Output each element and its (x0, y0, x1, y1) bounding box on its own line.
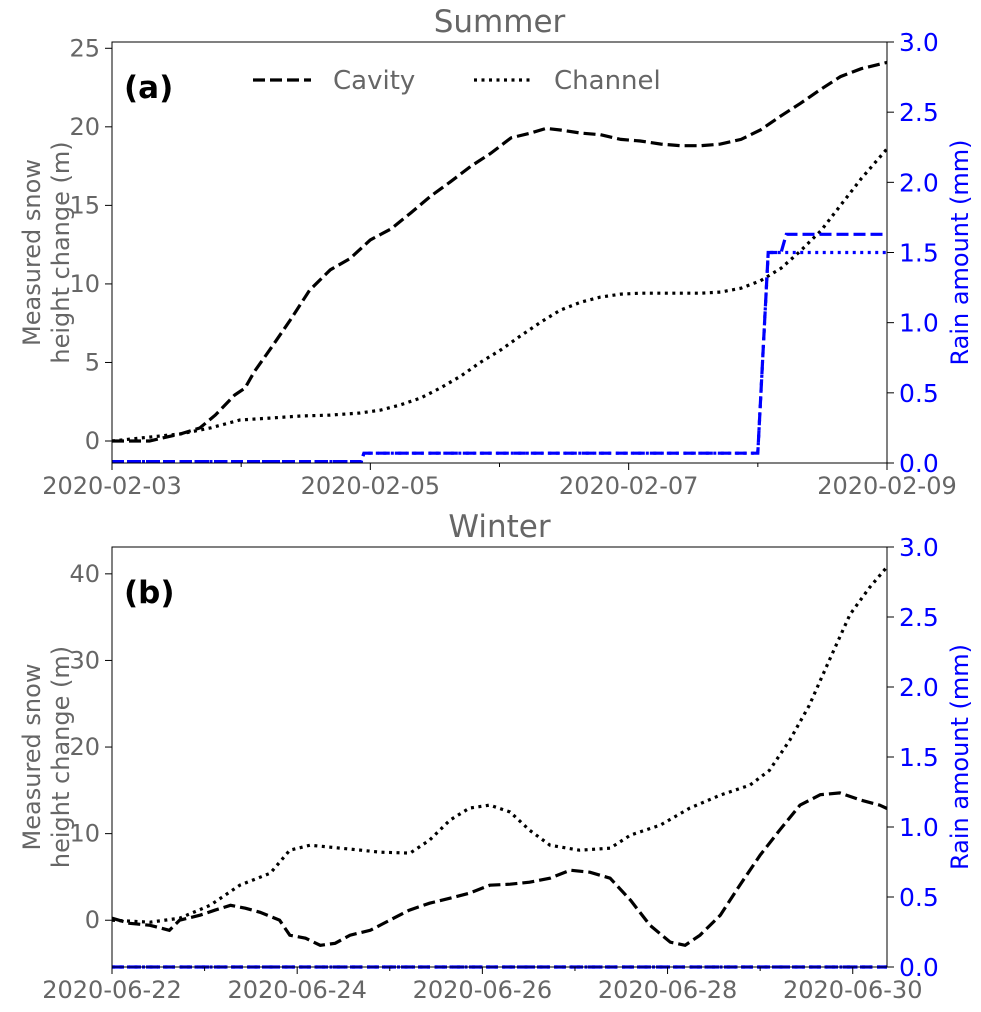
x-tick-label: 2020-06-28 (598, 976, 737, 1004)
legend: Cavity Channel (253, 66, 661, 96)
panel-label: (b) (124, 575, 175, 611)
y2-tick-label: 1.5 (899, 743, 939, 772)
y2-tick-label: 0.5 (899, 379, 939, 408)
y-tick-label: 20 (69, 733, 100, 761)
y2-tick-label: 2.5 (899, 98, 939, 127)
series-line-cavity-rain (112, 232, 887, 464)
y2-tick-label: 2.5 (899, 603, 939, 632)
x-tick-label: 2020-06-26 (413, 976, 552, 1004)
x-tick-label: 2020-02-09 (817, 472, 956, 500)
y2-tick-label: 2.0 (899, 168, 939, 197)
series-line-channel (112, 565, 889, 924)
y2-tick-label: 1.5 (899, 239, 939, 268)
y-tick-label: 25 (69, 34, 100, 62)
x-tick-label: 2020-06-30 (783, 976, 922, 1004)
series-line-cavity (112, 791, 888, 948)
y-tick-label: 0 (85, 427, 100, 455)
plot-frame (111, 546, 888, 968)
x-tick-label: 2020-02-05 (301, 472, 440, 500)
legend-label: Channel (554, 66, 661, 96)
series-line-cavity (112, 60, 888, 443)
x-tick-label: 2020-02-03 (42, 472, 181, 500)
y-tick-label: 40 (69, 560, 100, 588)
y-tick-label: 15 (69, 191, 100, 219)
y-tick-label: 5 (85, 348, 100, 376)
panel-title: Winter (448, 509, 550, 545)
y2-axis-label: Rain amount (mm) (946, 644, 974, 870)
y2-tick-label: 0.0 (899, 953, 939, 982)
x-tick-label: 2020-02-07 (559, 472, 698, 500)
y-tick-label: 30 (69, 646, 100, 674)
x-tick-label: 2020-06-24 (227, 976, 366, 1004)
y-tick-label: 20 (69, 113, 100, 141)
x-tick-label: 2020-06-22 (42, 976, 181, 1004)
y-tick-label: 10 (69, 820, 100, 848)
y-tick-label: 0 (85, 906, 100, 934)
y2-tick-label: 1.0 (899, 309, 939, 338)
y-tick-label: 10 (69, 270, 100, 298)
y2-tick-label: 3.0 (899, 533, 939, 562)
y2-tick-label: 0.0 (899, 449, 939, 478)
y-axis-label: Measured snowheight change (m) (18, 646, 75, 868)
y2-tick-label: 0.5 (899, 883, 939, 912)
y2-tick-label: 1.0 (899, 813, 939, 842)
y2-axis-label: Rain amount (mm) (946, 139, 974, 365)
legend-label: Cavity (333, 66, 415, 96)
panel-title: Summer (434, 4, 566, 40)
y2-tick-label: 3.0 (899, 28, 939, 57)
series-line-channel (112, 147, 889, 443)
panel-label: (a) (124, 70, 173, 106)
y-axis-label: Measured snowheight change (m) (18, 141, 75, 363)
series-line-channel-rain (112, 250, 887, 464)
y2-tick-label: 2.0 (899, 673, 939, 702)
